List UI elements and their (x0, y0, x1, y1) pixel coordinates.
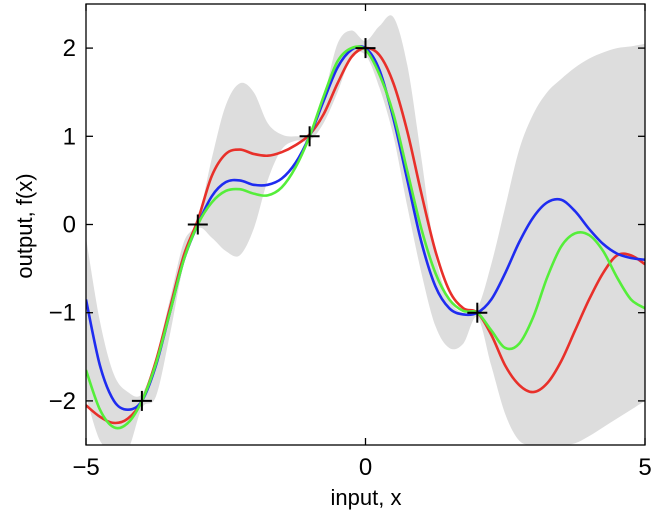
confidence-band (86, 15, 645, 445)
y-tick-label: 2 (63, 35, 76, 62)
confidence-band-layer (86, 15, 645, 445)
tick-labels: −5 0 5 −2 −1 0 1 2 (49, 35, 652, 481)
y-tick-label: 1 (63, 123, 76, 150)
observations-layer (131, 38, 488, 411)
observation-marker (187, 214, 208, 235)
observation-marker (355, 38, 376, 59)
x-tick-label: −5 (72, 454, 99, 481)
y-tick-label: −1 (49, 300, 76, 327)
observation-marker (299, 126, 320, 147)
x-axis-label: input, x (331, 485, 402, 510)
x-tick-label: 5 (638, 454, 651, 481)
y-axis-label: output, f(x) (12, 173, 37, 278)
axes (85, 3, 646, 446)
observation-marker (467, 302, 488, 323)
y-tick-label: −2 (49, 388, 76, 415)
observation-marker (131, 390, 152, 411)
x-tick-label: 0 (359, 454, 372, 481)
y-tick-label: 0 (63, 212, 76, 239)
